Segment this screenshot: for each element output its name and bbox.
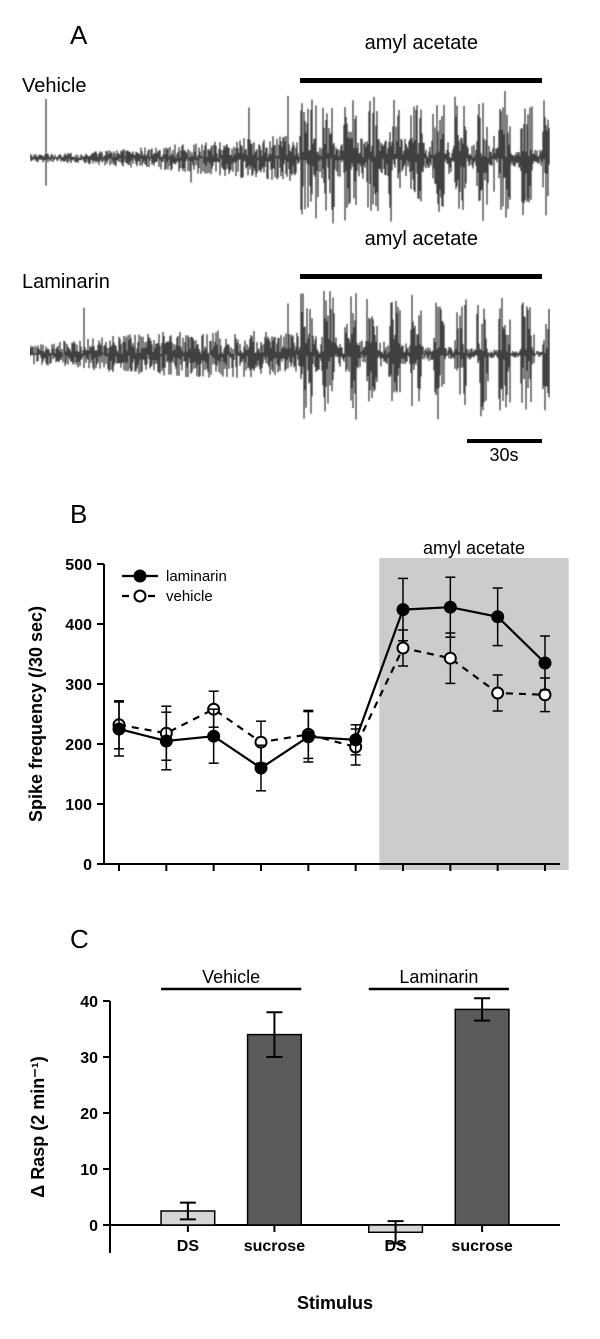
svg-text:10: 10 <box>80 1162 98 1179</box>
svg-text:500: 500 <box>65 557 92 574</box>
svg-text:100: 100 <box>65 797 92 814</box>
stim-label-laminarin: amyl acetate <box>365 228 478 251</box>
chart-c: 0 10 20 30 40 Δ Rasp (2 min⁻¹) DS sucrose DS sucr… <box>20 959 580 1319</box>
trace-block-laminarin: amyl acetate Laminarin <box>20 251 580 429</box>
svg-text:sucrose: sucrose <box>244 1238 305 1255</box>
trace-area-vehicle: Vehicle <box>30 83 550 233</box>
svg-text:sucrose: sucrose <box>451 1238 512 1255</box>
svg-text:amyl acetate: amyl acetate <box>423 538 525 558</box>
svg-text:300: 300 <box>65 677 92 694</box>
trace-block-vehicle: amyl acetate Vehicle <box>20 55 580 233</box>
panel-c-label: C <box>70 924 580 955</box>
trace-canvas-laminarin <box>30 279 550 429</box>
svg-text:DS: DS <box>177 1238 200 1255</box>
trace-area-laminarin: Laminarin <box>30 279 550 429</box>
panel-a: A amyl acetate Vehicle amyl acetate Lami… <box>20 20 580 469</box>
stim-label-vehicle: amyl acetate <box>365 32 478 55</box>
svg-text:Stimulus: Stimulus <box>297 1293 373 1313</box>
svg-text:Laminarin: Laminarin <box>399 967 478 987</box>
svg-text:0: 0 <box>89 1218 98 1235</box>
svg-text:Δ Rasp (2 min⁻¹): Δ Rasp (2 min⁻¹) <box>28 1056 48 1197</box>
svg-text:40: 40 <box>80 994 98 1011</box>
trace-canvas-vehicle <box>30 83 550 233</box>
svg-text:20: 20 <box>80 1106 98 1123</box>
svg-text:Spike frequency (/30 sec): Spike frequency (/30 sec) <box>26 606 46 822</box>
panel-a-label: A <box>70 20 580 51</box>
panel-b: B amyl acetate 0 100 200 300 400 500 Spike freq… <box>20 499 580 894</box>
scale-bar-label: 30s <box>490 445 519 466</box>
svg-text:200: 200 <box>65 737 92 754</box>
svg-text:DS: DS <box>384 1238 407 1255</box>
svg-text:0: 0 <box>83 857 92 874</box>
panel-c: C 0 10 20 30 40 Δ Rasp (2 min⁻¹) DS sucrose DS su… <box>20 924 580 1319</box>
scale-bar-row: 30s <box>30 439 550 469</box>
panel-b-label: B <box>70 499 580 530</box>
scale-bar <box>467 439 542 443</box>
svg-text:Vehicle: Vehicle <box>202 967 260 987</box>
svg-text:400: 400 <box>65 617 92 634</box>
svg-text:laminarin: laminarin <box>166 568 227 585</box>
svg-text:30: 30 <box>80 1050 98 1067</box>
svg-text:vehicle: vehicle <box>166 588 213 605</box>
stim-bar-row-vehicle: amyl acetate <box>30 55 550 83</box>
chart-b: amyl acetate 0 100 200 300 400 500 Spike freque… <box>20 534 580 894</box>
